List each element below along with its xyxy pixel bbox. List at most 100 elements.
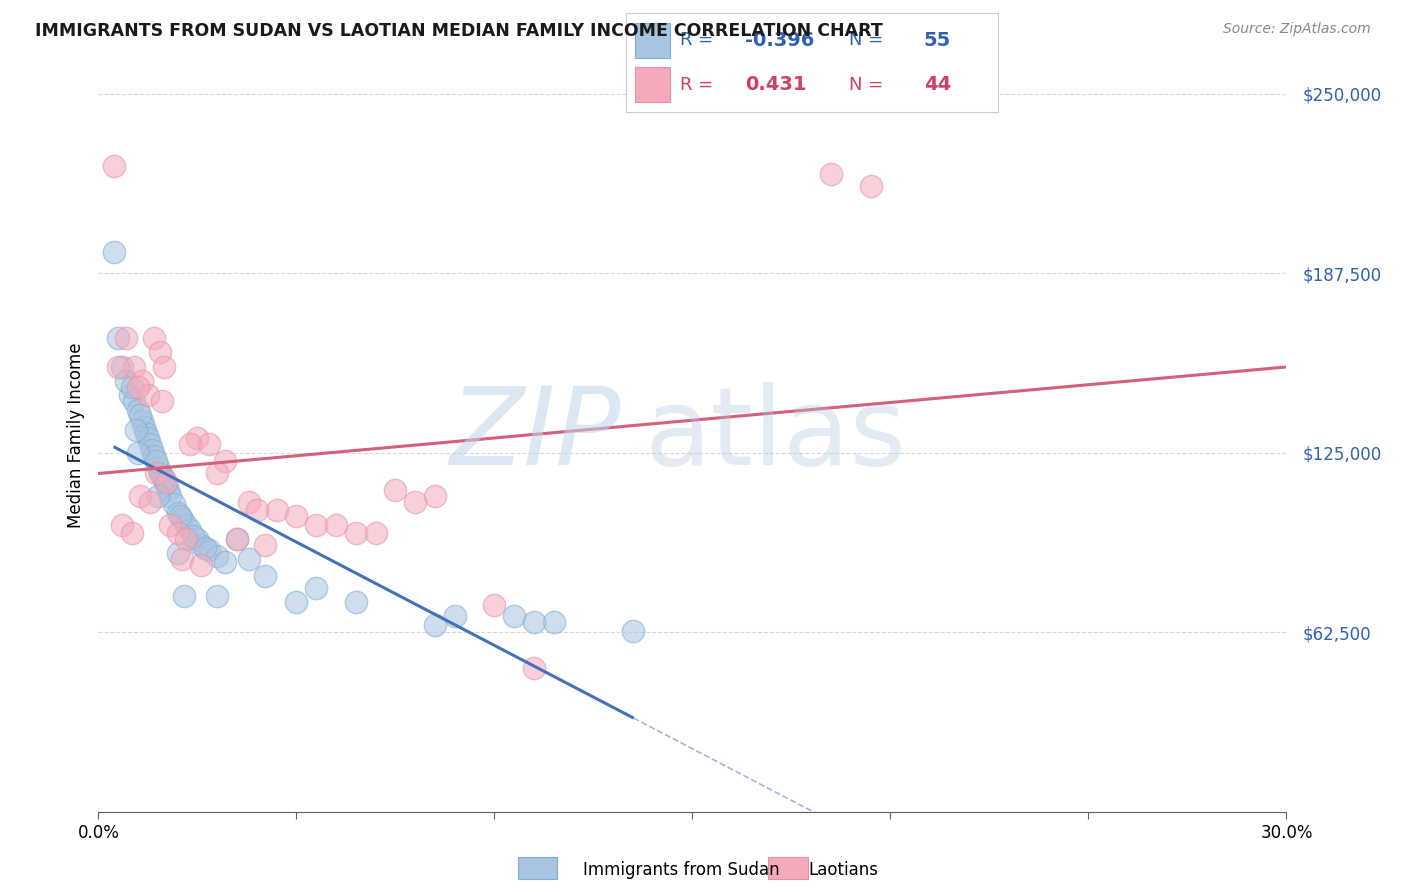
Point xyxy=(150,468,173,483)
Point xyxy=(155,475,177,489)
Text: 0.431: 0.431 xyxy=(745,75,807,94)
Point xyxy=(127,402,149,417)
Point xyxy=(484,598,506,612)
Text: Immigrants from Sudan: Immigrants from Sudan xyxy=(583,861,780,879)
Point xyxy=(253,569,276,583)
Point xyxy=(135,425,157,440)
Point xyxy=(503,609,526,624)
Point xyxy=(173,590,195,604)
Point xyxy=(122,394,145,409)
Point xyxy=(132,420,155,434)
Point xyxy=(111,517,134,532)
Point xyxy=(131,374,153,388)
Point xyxy=(364,526,387,541)
Point xyxy=(111,359,134,374)
Point xyxy=(139,494,162,508)
Text: ZIP: ZIP xyxy=(450,383,621,487)
Point xyxy=(344,526,367,541)
Point xyxy=(156,483,179,497)
Point xyxy=(129,489,152,503)
Text: N =: N = xyxy=(849,76,889,94)
Point xyxy=(115,331,138,345)
Point xyxy=(149,345,172,359)
Point xyxy=(621,624,644,638)
Text: 55: 55 xyxy=(924,31,950,50)
Point xyxy=(152,472,174,486)
Point xyxy=(170,552,193,566)
Point xyxy=(404,494,426,508)
Point xyxy=(152,359,174,374)
Point xyxy=(155,477,177,491)
Point xyxy=(820,167,842,181)
Point xyxy=(226,532,249,546)
Point xyxy=(122,359,145,374)
Point xyxy=(125,423,148,437)
Point xyxy=(107,331,129,345)
Point xyxy=(523,615,546,630)
Point xyxy=(246,503,269,517)
Point xyxy=(150,394,173,409)
Point xyxy=(131,414,153,428)
Text: 44: 44 xyxy=(924,75,950,94)
Text: Source: ZipAtlas.com: Source: ZipAtlas.com xyxy=(1223,22,1371,37)
Point xyxy=(543,615,565,630)
Point xyxy=(136,432,159,446)
Bar xyxy=(636,23,671,57)
Point xyxy=(166,546,188,560)
Point xyxy=(198,543,221,558)
Point xyxy=(149,466,172,480)
Point xyxy=(238,552,260,566)
Point xyxy=(179,524,201,538)
Text: N =: N = xyxy=(849,31,889,49)
Point xyxy=(121,526,143,541)
Point xyxy=(107,359,129,374)
Point xyxy=(170,512,193,526)
Point xyxy=(444,609,467,624)
Text: atlas: atlas xyxy=(645,382,907,488)
Text: R =: R = xyxy=(679,31,718,49)
Point xyxy=(139,437,162,451)
Point xyxy=(190,558,212,572)
Point xyxy=(190,538,212,552)
Point xyxy=(183,529,205,543)
Point xyxy=(166,526,188,541)
Point xyxy=(194,541,217,555)
Point xyxy=(423,489,446,503)
Point xyxy=(129,409,152,423)
Point xyxy=(344,595,367,609)
Point xyxy=(423,618,446,632)
Point xyxy=(127,380,149,394)
Point xyxy=(163,498,186,512)
Point xyxy=(127,446,149,460)
Point xyxy=(214,454,236,468)
Point xyxy=(186,432,208,446)
Point xyxy=(179,437,201,451)
Point xyxy=(145,454,167,468)
Point xyxy=(198,437,221,451)
Point xyxy=(305,581,328,595)
Point xyxy=(136,388,159,402)
Point xyxy=(859,178,882,193)
Point xyxy=(121,380,143,394)
Point xyxy=(169,508,191,523)
Point xyxy=(285,508,308,523)
Point xyxy=(120,388,142,402)
Point xyxy=(207,466,229,480)
Point xyxy=(207,549,229,564)
Point xyxy=(146,489,169,503)
Point xyxy=(115,374,138,388)
Point xyxy=(103,244,125,259)
Point xyxy=(159,489,181,503)
Point xyxy=(141,442,163,457)
Bar xyxy=(636,68,671,102)
Point xyxy=(146,460,169,475)
Point xyxy=(325,517,347,532)
Point xyxy=(266,503,288,517)
Point xyxy=(142,449,165,463)
Point xyxy=(166,506,188,520)
Point xyxy=(523,661,546,675)
Point xyxy=(305,517,328,532)
Point xyxy=(174,517,197,532)
Point xyxy=(238,494,260,508)
Text: Laotians: Laotians xyxy=(808,861,879,879)
